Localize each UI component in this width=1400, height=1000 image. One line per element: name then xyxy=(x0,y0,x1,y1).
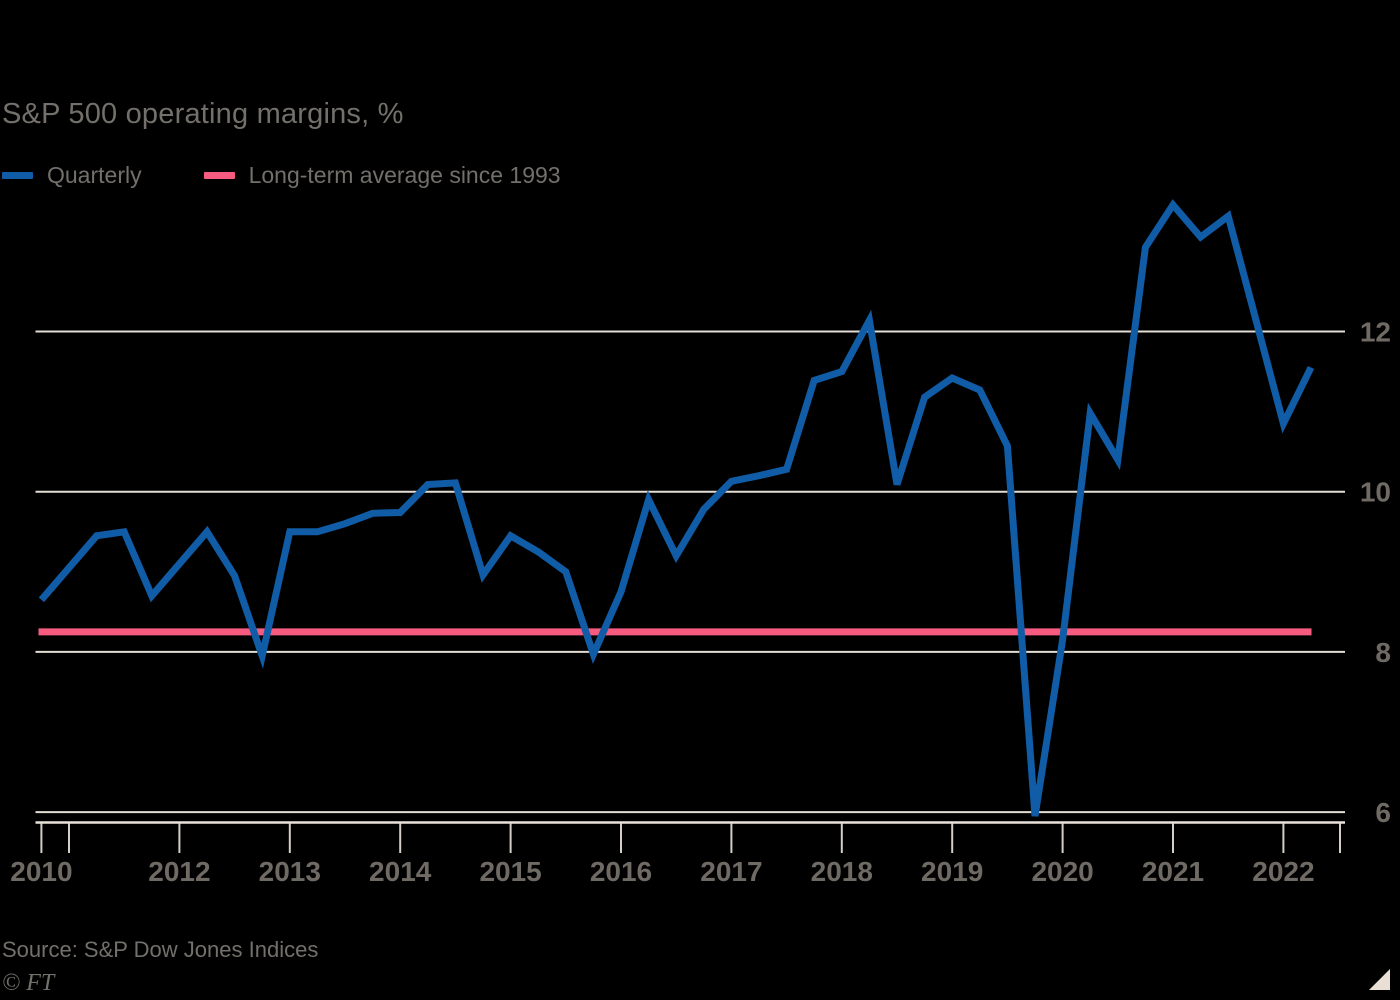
x-tick-label: 2013 xyxy=(259,856,321,887)
source-text: Source: S&P Dow Jones Indices xyxy=(2,937,319,962)
x-tick-label: 2010 xyxy=(10,856,72,887)
quarterly-line xyxy=(38,199,1315,817)
x-tick-label: 2019 xyxy=(921,856,983,887)
y-tick-label: 6 xyxy=(1375,797,1391,828)
x-tick-label: 2014 xyxy=(369,856,432,887)
legend-label-quarterly: Quarterly xyxy=(47,162,142,188)
footer: Source: S&P Dow Jones Indices © FT xyxy=(2,936,318,998)
legend-item-average: Long-term average since 1993 xyxy=(203,162,561,189)
y-tick-label: 8 xyxy=(1375,637,1391,668)
chart-title: S&P 500 operating margins, % xyxy=(2,98,404,130)
x-tick-label: 2021 xyxy=(1142,856,1204,887)
x-tick-label: 2020 xyxy=(1031,856,1093,887)
y-tick-label: 12 xyxy=(1360,317,1391,348)
average-line-swatch-icon xyxy=(203,172,235,179)
legend-label-average: Long-term average since 1993 xyxy=(248,162,561,188)
x-tick-label: 2016 xyxy=(590,856,652,887)
x-tick-label: 2022 xyxy=(1252,856,1314,887)
x-tick-label: 2018 xyxy=(811,856,873,887)
x-tick-label: 2015 xyxy=(479,856,541,887)
ft-copyright: © FT xyxy=(2,969,55,996)
quarterly-line-swatch-icon xyxy=(2,172,33,179)
x-tick-label: 2012 xyxy=(148,856,210,887)
legend-item-quarterly: Quarterly xyxy=(2,162,142,189)
y-tick-label: 10 xyxy=(1360,477,1391,508)
x-tick-label: 2017 xyxy=(700,856,762,887)
legend: Quarterly Long-term average since 1993 xyxy=(2,162,561,189)
